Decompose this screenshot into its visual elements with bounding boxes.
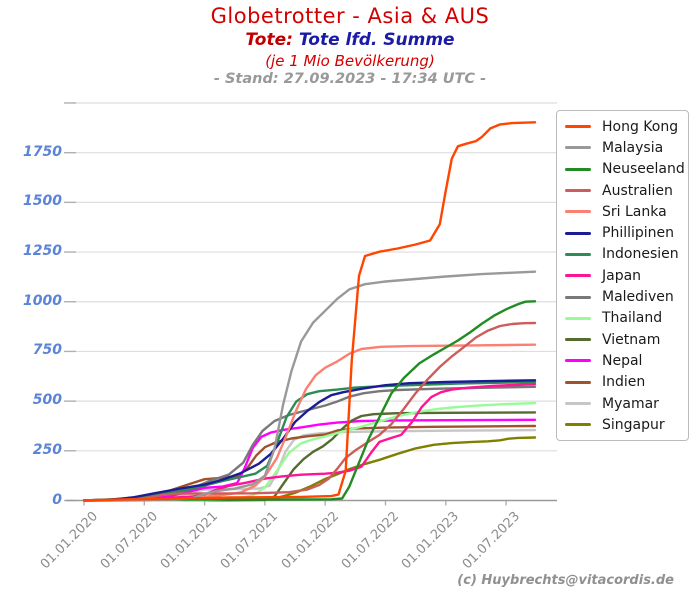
legend-item: Japan	[565, 265, 680, 286]
legend-label: Japan	[602, 267, 642, 284]
legend-label: Australien	[602, 182, 673, 199]
legend-item: Phillipinen	[565, 222, 680, 243]
y-tick-label: 500	[32, 392, 62, 409]
legend-label: Neuseeland	[602, 161, 685, 178]
legend-swatch-icon	[565, 423, 591, 427]
legend-swatch-icon	[565, 231, 591, 235]
chart-timestamp: - Stand: 27.09.2023 - 17:34 UTC -	[213, 71, 487, 87]
legend-swatch-icon	[565, 338, 591, 342]
legend-item: Australien	[565, 180, 680, 201]
legend-label: Hong Kong	[602, 118, 679, 135]
y-tick-label: 1250	[23, 243, 62, 260]
subtitle-metric-value: Tote lfd. Summe	[292, 30, 455, 50]
legend-swatch-icon	[565, 295, 591, 299]
legend-label: Malaysia	[602, 139, 664, 156]
y-tick-label: 1750	[23, 143, 62, 160]
series-line-singapur	[82, 436, 537, 502]
legend-item: Sri Lanka	[565, 201, 680, 222]
legend-swatch-icon	[565, 380, 591, 384]
credit-text: (c) Huybrechts@vitacordis.de	[457, 573, 674, 588]
series-line-malaysia	[82, 270, 537, 502]
subtitle-metric-label: Tote:	[245, 30, 293, 50]
y-tick-label: 1000	[23, 292, 62, 309]
legend-swatch-icon	[565, 316, 591, 320]
legend-label: Thailand	[602, 310, 663, 327]
legend-swatch-icon	[565, 189, 591, 193]
legend-item: Neuseeland	[565, 159, 685, 180]
legend-swatch-icon	[565, 125, 591, 129]
series-line-nepal	[82, 418, 537, 502]
legend-item: Indien	[565, 372, 680, 393]
legend-label: Nepal	[602, 352, 643, 369]
chart-title: Globetrotter - Asia & AUS	[210, 4, 490, 28]
legend-swatch-icon	[565, 210, 591, 214]
legend-label: Indien	[602, 374, 646, 391]
legend-item: Nepal	[565, 350, 680, 371]
legend-swatch-icon	[565, 274, 591, 278]
series-line-australien	[82, 321, 537, 502]
chart-subtitle: Tote: Tote lfd. Summe	[0, 30, 700, 50]
y-tick-label: 250	[32, 441, 62, 458]
legend-label: Singapur	[602, 416, 665, 433]
legend-swatch-icon	[565, 359, 591, 363]
legend-item: Singapur	[565, 414, 680, 435]
legend-item: Malediven	[565, 286, 680, 307]
legend: Hong Kong Malaysia Neuseeland Australien Sri…	[556, 110, 689, 442]
series-line-sri-lanka	[82, 343, 537, 502]
y-tick-label: 1500	[23, 193, 62, 210]
series-line-hong-kong	[82, 121, 537, 502]
legend-swatch-icon	[565, 146, 591, 150]
legend-swatch-icon	[565, 402, 591, 405]
legend-item: Malaysia	[565, 137, 680, 158]
y-tick-label: 750	[32, 342, 62, 359]
chart-subtitle-note: (je 1 Mio Bevölkerung)	[265, 52, 435, 70]
series-line-indonesien	[82, 381, 537, 502]
series-line-neuseeland	[82, 300, 537, 502]
legend-item: Hong Kong	[565, 116, 680, 137]
legend-label: Sri Lanka	[602, 203, 667, 220]
legend-item: Indonesien	[565, 244, 680, 265]
legend-label: Phillipinen	[602, 225, 675, 242]
legend-label: Indonesien	[602, 246, 679, 263]
legend-label: Malediven	[602, 289, 674, 306]
legend-swatch-icon	[565, 252, 591, 256]
legend-item: Myamar	[565, 393, 680, 414]
legend-label: Myamar	[602, 395, 659, 412]
legend-item: Thailand	[565, 308, 680, 329]
series-line-malediven	[82, 385, 537, 502]
y-tick-label: 0	[52, 491, 62, 508]
legend-swatch-icon	[565, 167, 591, 171]
legend-label: Vietnam	[602, 331, 661, 348]
legend-item: Vietnam	[565, 329, 680, 350]
